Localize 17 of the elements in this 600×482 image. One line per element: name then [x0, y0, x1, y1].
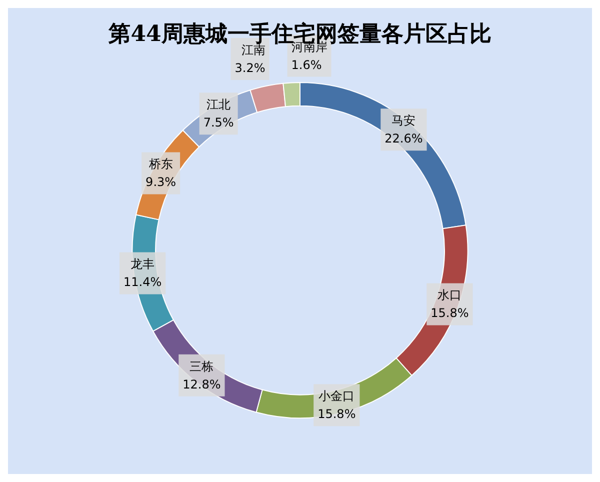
slice-label: 马安 [392, 114, 416, 128]
data-label: 1.6% [291, 58, 322, 72]
data-label: 9.3% [146, 175, 176, 190]
slice-label: 龙丰 [130, 257, 155, 272]
data-label: 12.8% [182, 377, 221, 392]
data-label: 15.8% [318, 407, 356, 422]
slice-label: 江南 [241, 43, 266, 58]
slice-label: 小金口 [318, 389, 355, 404]
slice-label: 桥东 [148, 157, 173, 172]
data-label: 15.8% [430, 306, 469, 320]
data-label: 7.5% [203, 116, 234, 130]
slice-label: 水口 [438, 288, 462, 302]
data-label: 11.4% [123, 275, 162, 290]
slice-label: 三栋 [190, 359, 214, 374]
slice-label: 江北 [206, 98, 231, 112]
data-label: 22.6% [384, 132, 423, 146]
data-label: 3.2% [234, 61, 266, 76]
